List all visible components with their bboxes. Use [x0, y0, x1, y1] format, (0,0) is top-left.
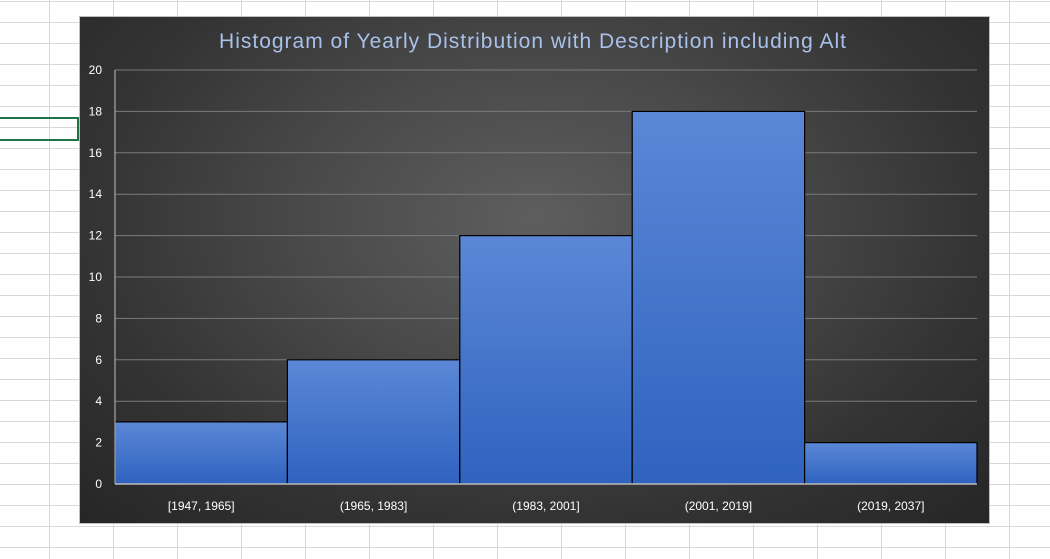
x-axis-ticks[interactable]: [1947, 1965] (1965, 1983] (1983, 2001] (200… [168, 499, 925, 513]
y-tick-label: 16 [89, 146, 103, 160]
y-axis-ticks[interactable]: 0 2 4 6 8 10 12 14 16 18 20 [89, 63, 103, 491]
y-tick-label: 8 [95, 311, 102, 325]
chart-canvas: Histogram of Yearly Distribution with De… [89, 30, 978, 513]
x-tick-label: [1947, 1965] [168, 499, 235, 513]
y-tick-label: 6 [95, 353, 102, 367]
selected-cell[interactable] [0, 117, 79, 141]
axes [114, 70, 977, 485]
x-tick-label: (2001, 2019] [685, 499, 752, 513]
chart-title[interactable]: Histogram of Yearly Distribution with De… [219, 30, 847, 53]
y-tick-label: 0 [95, 477, 102, 491]
bars[interactable] [114, 110, 978, 485]
histogram-chart[interactable]: Histogram of Yearly Distribution with De… [80, 17, 989, 523]
y-tick-label: 14 [89, 187, 103, 201]
x-tick-label: (1965, 1983] [340, 499, 407, 513]
y-tick-label: 20 [89, 63, 103, 77]
x-tick-label: (2019, 2037] [857, 499, 924, 513]
y-tick-label: 18 [89, 104, 103, 118]
histogram-bar[interactable] [286, 359, 461, 485]
x-tick-label: (1983, 2001] [512, 499, 579, 513]
histogram-bar[interactable] [459, 235, 633, 485]
histogram-bar[interactable] [803, 442, 978, 485]
y-tick-label: 12 [89, 229, 103, 243]
y-tick-label: 4 [95, 394, 102, 408]
histogram-bar[interactable] [114, 421, 288, 485]
y-tick-label: 2 [95, 436, 102, 450]
histogram-bar[interactable] [631, 110, 806, 485]
y-tick-label: 10 [89, 270, 103, 284]
